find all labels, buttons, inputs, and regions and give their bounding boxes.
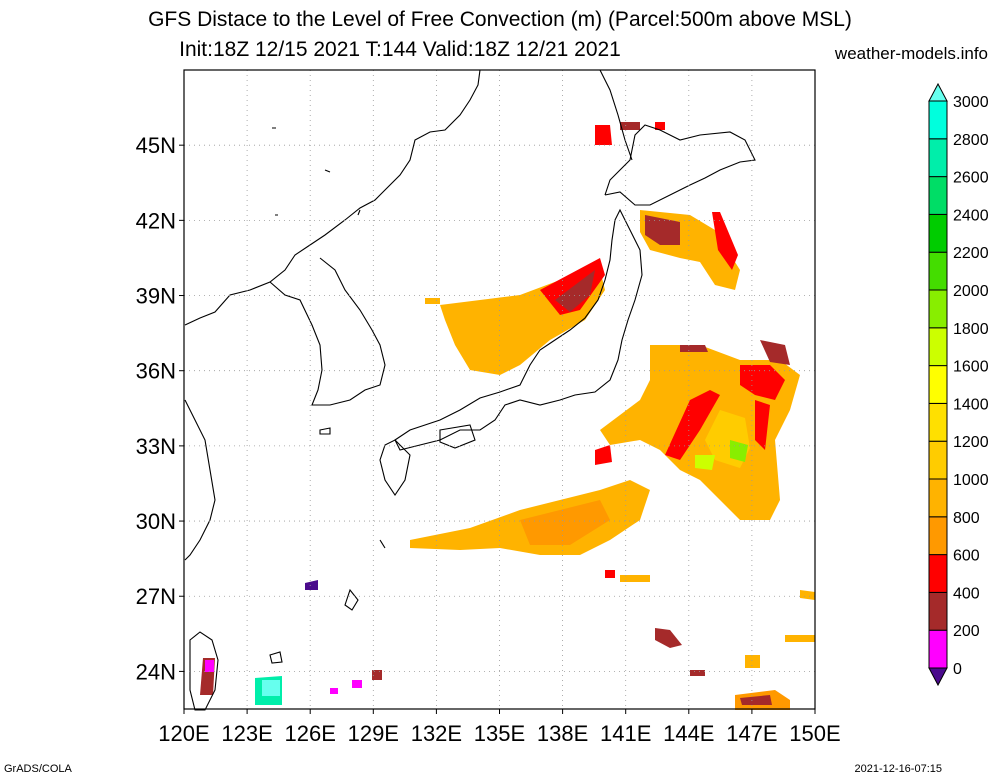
lat-tick-label: 36N — [136, 359, 176, 384]
colorbar-label: 200 — [953, 623, 980, 640]
colorbar: 0 200 400 600 800 1000 1200 1400 1600 1800 2000 220… — [928, 82, 989, 687]
colorbar-swatch — [928, 327, 948, 367]
lat-lon-grid — [184, 70, 815, 709]
colorbar-label: 800 — [953, 510, 980, 527]
colorbar-label: 2200 — [953, 245, 989, 262]
lon-tick-label: 141E — [600, 721, 651, 746]
colorbar-label: 600 — [953, 548, 980, 565]
colorbar-label: 2000 — [953, 283, 989, 300]
colorbar-swatch — [928, 138, 948, 178]
lon-tick-label: 135E — [474, 721, 525, 746]
lat-tick-label: 27N — [136, 584, 176, 609]
colorbar-swatch — [928, 440, 948, 480]
colorbar-label: 2400 — [953, 207, 989, 224]
lat-tick-label: 24N — [136, 659, 176, 684]
colorbar-swatch — [928, 516, 948, 556]
colorbar-swatch — [928, 289, 948, 329]
colorbar-label: 3000 — [953, 94, 989, 111]
colorbar-swatch — [928, 554, 948, 593]
lat-tick-label: 30N — [136, 509, 176, 534]
credit-grads: GrADS/COLA — [4, 763, 72, 775]
colorbar-swatch — [928, 213, 948, 253]
colorbar-swatch — [928, 591, 948, 631]
colorbar-label: 2800 — [953, 132, 989, 149]
lon-tick-label: 138E — [537, 721, 588, 746]
colorbar-label: 400 — [953, 585, 980, 602]
lfc-field — [200, 122, 815, 710]
colorbar-swatch — [928, 478, 948, 518]
lon-tick-label: 129E — [348, 721, 399, 746]
lon-tick-label: 123E — [221, 721, 272, 746]
colorbar-swatch — [928, 402, 948, 442]
colorbar-label: 1400 — [953, 396, 989, 413]
colorbar-swatch — [928, 365, 948, 404]
colorbar-label: 1600 — [953, 359, 989, 376]
lon-tick-label: 144E — [663, 721, 714, 746]
colorbar-swatch — [928, 176, 948, 215]
map-subtitle: Init:18Z 12/15 2021 T:144 Valid:18Z 12/2… — [179, 38, 621, 61]
colorbar-swatch — [928, 251, 948, 291]
map-title: GFS Distace to the Level of Free Convect… — [148, 8, 852, 31]
colorbar-label: 1000 — [953, 472, 989, 489]
colorbar-label: 1800 — [953, 321, 989, 338]
colorbar-label: 0 — [953, 661, 962, 678]
lon-tick-label: 120E — [158, 721, 209, 746]
colorbar-label: 1200 — [953, 434, 989, 451]
lat-tick-label: 33N — [136, 434, 176, 459]
longitude-axis: 120E 123E 126E 129E 132E 135E 138E 141E 144E 147E… — [158, 709, 841, 746]
lon-tick-label: 132E — [411, 721, 462, 746]
lat-tick-label: 45N — [136, 133, 176, 158]
lon-tick-label: 150E — [789, 721, 840, 746]
lon-tick-label: 147E — [726, 721, 777, 746]
generated-timestamp: 2021-12-16-07:15 — [854, 763, 942, 775]
coastline — [184, 69, 756, 711]
lat-tick-label: 42N — [136, 208, 176, 233]
colorbar-swatch — [928, 629, 948, 669]
colorbar-label: 2600 — [953, 170, 989, 187]
colorbar-cap-low — [928, 667, 948, 687]
lon-tick-label: 126E — [285, 721, 336, 746]
colorbar-swatch — [928, 100, 948, 140]
lat-tick-label: 39N — [136, 284, 176, 309]
latitude-axis: 24N 27N 30N 33N 36N 39N 42N 45N — [136, 133, 184, 684]
site-credit: weather-models.info — [834, 44, 988, 63]
colorbar-cap-high — [928, 82, 948, 102]
